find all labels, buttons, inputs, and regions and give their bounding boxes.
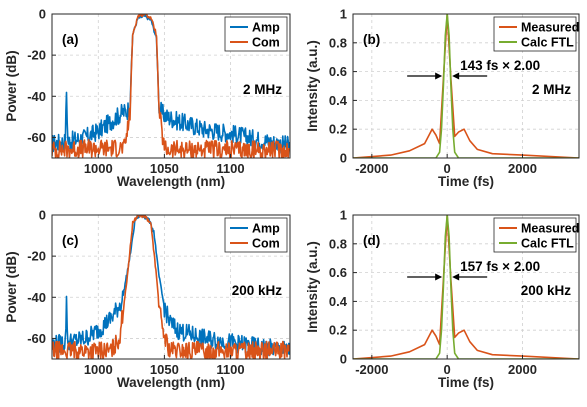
y-tick-label: 0.4 — [329, 294, 348, 309]
x-axis-label: Time (fs) — [438, 375, 494, 390]
x-tick-label: -2000 — [355, 161, 388, 176]
pulse-duration-label: 143 fs × 2.00 — [460, 58, 540, 73]
y-tick-label: 1 — [340, 208, 347, 223]
arrow-right-head — [452, 273, 460, 281]
x-axis-label: Wavelength (nm) — [117, 375, 225, 390]
series-amp — [52, 14, 290, 154]
y-tick-label: 0.8 — [329, 236, 347, 251]
panel-label: (a) — [62, 32, 79, 47]
y-tick-label: 0.2 — [329, 323, 347, 338]
y-tick-label: -60 — [27, 130, 46, 145]
axes-frame — [352, 214, 580, 360]
y-tick-label: 0 — [340, 151, 347, 166]
legend-entry: Amp — [252, 21, 280, 35]
y-axis-label: Power (dB) — [4, 50, 19, 121]
rep-rate-label: 200 kHz — [521, 283, 572, 298]
panel-b: -2000 0 2000 0 0.2 0.4 0.6 0.8 1 Time (fs) Intensi… — [305, 7, 580, 189]
y-tick-label: -40 — [27, 290, 46, 305]
arrow-left-head — [435, 273, 443, 281]
y-tick-label: 0.6 — [329, 64, 347, 79]
series-calc-ftl — [353, 215, 579, 359]
x-tick-label: -2000 — [355, 362, 388, 377]
y-tick-label: 0 — [340, 352, 347, 367]
series-com — [52, 215, 290, 359]
x-tick-label: 0 — [444, 161, 451, 176]
y-tick-label: 0.2 — [329, 122, 347, 137]
legend-entry: Measured — [521, 21, 579, 35]
panel-d: -2000 0 2000 0 0.2 0.4 0.6 0.8 1 Time (fs) Intensi… — [305, 208, 580, 390]
panel-a: 1000 1050 1100 0 -20 -40 -60 Wavelength (nm) Pow… — [4, 7, 291, 189]
series-group — [353, 215, 579, 359]
x-tick-label: 1050 — [150, 362, 179, 377]
legend-box — [493, 217, 577, 253]
legend-entry: Com — [252, 36, 280, 50]
y-tick-label: -40 — [27, 89, 46, 104]
series-group — [52, 215, 290, 359]
x-tick-label: 1100 — [216, 161, 244, 176]
x-tick-label: 2000 — [508, 362, 537, 377]
legend-entry: Amp — [252, 222, 280, 236]
x-tick-label: 0 — [444, 362, 451, 377]
y-tick-label: 1 — [340, 7, 347, 22]
panel-label: (d) — [363, 233, 380, 248]
axes-frame — [352, 13, 580, 159]
rep-rate-label: 2 MHz — [243, 82, 282, 97]
series-calc-ftl — [353, 14, 579, 158]
panel-label: (c) — [62, 233, 79, 248]
y-tick-label: -60 — [27, 331, 46, 346]
panel-c: 1000 1050 1100 0 -20 -40 -60 Wavelength (nm) Pow… — [4, 208, 291, 390]
series-group — [52, 14, 290, 158]
legend-entry: Calc FTL — [521, 36, 574, 50]
legend-entry: Com — [252, 237, 280, 251]
legend-box — [224, 217, 288, 253]
pulse-duration-label: 157 fs × 2.00 — [460, 259, 540, 274]
x-tick-label: 2000 — [508, 161, 537, 176]
y-axis-label: Power (dB) — [4, 251, 19, 322]
y-tick-label: 0 — [39, 208, 46, 223]
arrow-right-head — [452, 72, 460, 80]
rep-rate-label: 2 MHz — [532, 82, 571, 97]
y-tick-label: 0.8 — [329, 35, 347, 50]
y-tick-label: 0.6 — [329, 265, 347, 280]
x-tick-label: 1100 — [216, 362, 244, 377]
y-tick-label: -20 — [27, 48, 46, 63]
y-tick-label: 0 — [39, 7, 46, 22]
x-axis-label: Wavelength (nm) — [117, 174, 225, 189]
arrow-left-head — [435, 72, 443, 80]
axes-frame — [51, 214, 291, 360]
series-group — [353, 14, 579, 158]
legend-box — [493, 16, 577, 52]
y-tick-label: -20 — [27, 249, 46, 264]
rep-rate-label: 200 kHz — [232, 283, 283, 298]
y-tick-label: 0.4 — [329, 93, 348, 108]
legend-box — [224, 16, 288, 52]
legend-entry: Measured — [521, 222, 579, 236]
panel-label: (b) — [363, 32, 380, 47]
y-axis-label: Intensity (a.u.) — [305, 241, 320, 333]
x-tick-label: 1050 — [150, 161, 179, 176]
x-tick-label: 1000 — [84, 161, 113, 176]
axes-frame — [51, 13, 291, 159]
x-tick-label: 1000 — [84, 362, 113, 377]
legend-entry: Calc FTL — [521, 237, 574, 251]
x-axis-label: Time (fs) — [438, 174, 494, 189]
series-com — [52, 14, 290, 158]
y-axis-label: Intensity (a.u.) — [305, 40, 320, 132]
